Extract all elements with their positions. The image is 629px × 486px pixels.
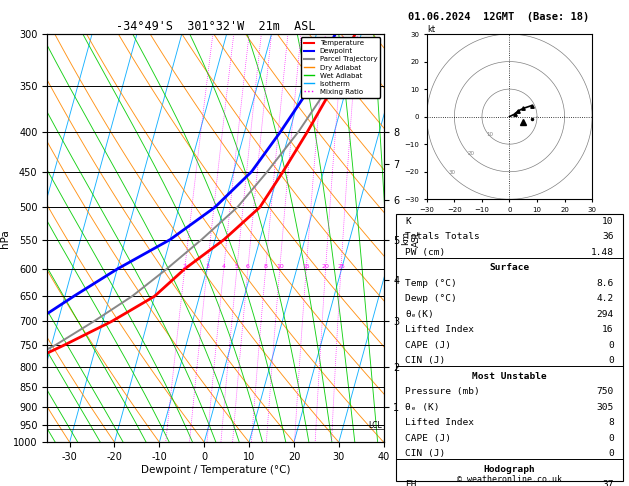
Text: 20: 20 bbox=[467, 151, 474, 156]
Text: Lifted Index: Lifted Index bbox=[405, 325, 474, 334]
Text: 4: 4 bbox=[221, 264, 226, 269]
Text: EH: EH bbox=[405, 480, 417, 486]
Text: 3: 3 bbox=[205, 264, 209, 269]
Title: -34°49'S  301°32'W  21m  ASL: -34°49'S 301°32'W 21m ASL bbox=[116, 20, 315, 33]
Text: © weatheronline.co.uk: © weatheronline.co.uk bbox=[457, 474, 562, 484]
Text: 1.48: 1.48 bbox=[591, 247, 614, 257]
Text: 10: 10 bbox=[276, 264, 284, 269]
Text: PW (cm): PW (cm) bbox=[405, 247, 445, 257]
Text: 6: 6 bbox=[246, 264, 250, 269]
Text: 10: 10 bbox=[602, 216, 614, 226]
Text: 37: 37 bbox=[602, 480, 614, 486]
Y-axis label: hPa: hPa bbox=[0, 229, 10, 247]
Text: 0: 0 bbox=[608, 434, 614, 443]
Text: kt: kt bbox=[427, 25, 435, 34]
Text: CAPE (J): CAPE (J) bbox=[405, 434, 452, 443]
Text: 10: 10 bbox=[487, 132, 494, 137]
Text: 30: 30 bbox=[448, 171, 455, 175]
Text: Hodograph: Hodograph bbox=[484, 465, 535, 473]
Text: 8: 8 bbox=[608, 418, 614, 427]
Text: Most Unstable: Most Unstable bbox=[472, 372, 547, 381]
Text: 8.6: 8.6 bbox=[596, 278, 614, 288]
Text: 5: 5 bbox=[235, 264, 239, 269]
Text: 4.2: 4.2 bbox=[596, 294, 614, 303]
Text: θₑ (K): θₑ (K) bbox=[405, 402, 440, 412]
X-axis label: Dewpoint / Temperature (°C): Dewpoint / Temperature (°C) bbox=[141, 465, 290, 475]
Text: Totals Totals: Totals Totals bbox=[405, 232, 480, 241]
Text: 294: 294 bbox=[596, 310, 614, 318]
Y-axis label: km
ASL: km ASL bbox=[401, 230, 420, 246]
Text: 0: 0 bbox=[608, 341, 614, 349]
Text: 20: 20 bbox=[321, 264, 330, 269]
Text: 36: 36 bbox=[602, 232, 614, 241]
Text: 2: 2 bbox=[182, 264, 187, 269]
Text: K: K bbox=[405, 216, 411, 226]
Text: 750: 750 bbox=[596, 387, 614, 396]
Text: 8: 8 bbox=[264, 264, 267, 269]
Text: 01.06.2024  12GMT  (Base: 18): 01.06.2024 12GMT (Base: 18) bbox=[408, 12, 589, 22]
Text: Lifted Index: Lifted Index bbox=[405, 418, 474, 427]
Text: Surface: Surface bbox=[489, 263, 530, 272]
Text: 0: 0 bbox=[608, 356, 614, 365]
Text: CAPE (J): CAPE (J) bbox=[405, 341, 452, 349]
Text: CIN (J): CIN (J) bbox=[405, 356, 445, 365]
Text: Dewp (°C): Dewp (°C) bbox=[405, 294, 457, 303]
Text: CIN (J): CIN (J) bbox=[405, 449, 445, 458]
Text: 15: 15 bbox=[303, 264, 310, 269]
Text: 0: 0 bbox=[608, 449, 614, 458]
Text: 305: 305 bbox=[596, 402, 614, 412]
Text: LCL: LCL bbox=[369, 421, 382, 431]
Legend: Temperature, Dewpoint, Parcel Trajectory, Dry Adiabat, Wet Adiabat, Isotherm, Mi: Temperature, Dewpoint, Parcel Trajectory… bbox=[301, 37, 380, 98]
Text: Pressure (mb): Pressure (mb) bbox=[405, 387, 480, 396]
Text: θₑ(K): θₑ(K) bbox=[405, 310, 434, 318]
Text: 16: 16 bbox=[602, 325, 614, 334]
Text: Temp (°C): Temp (°C) bbox=[405, 278, 457, 288]
Text: 25: 25 bbox=[337, 264, 345, 269]
